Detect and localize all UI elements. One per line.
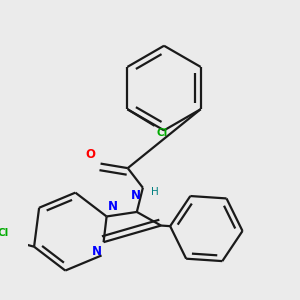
Text: N: N: [131, 189, 141, 202]
Text: Cl: Cl: [157, 128, 168, 138]
Text: H: H: [151, 187, 159, 197]
Text: Cl: Cl: [0, 228, 8, 238]
Text: N: N: [108, 200, 118, 213]
Text: N: N: [92, 244, 102, 258]
Text: O: O: [85, 148, 95, 160]
